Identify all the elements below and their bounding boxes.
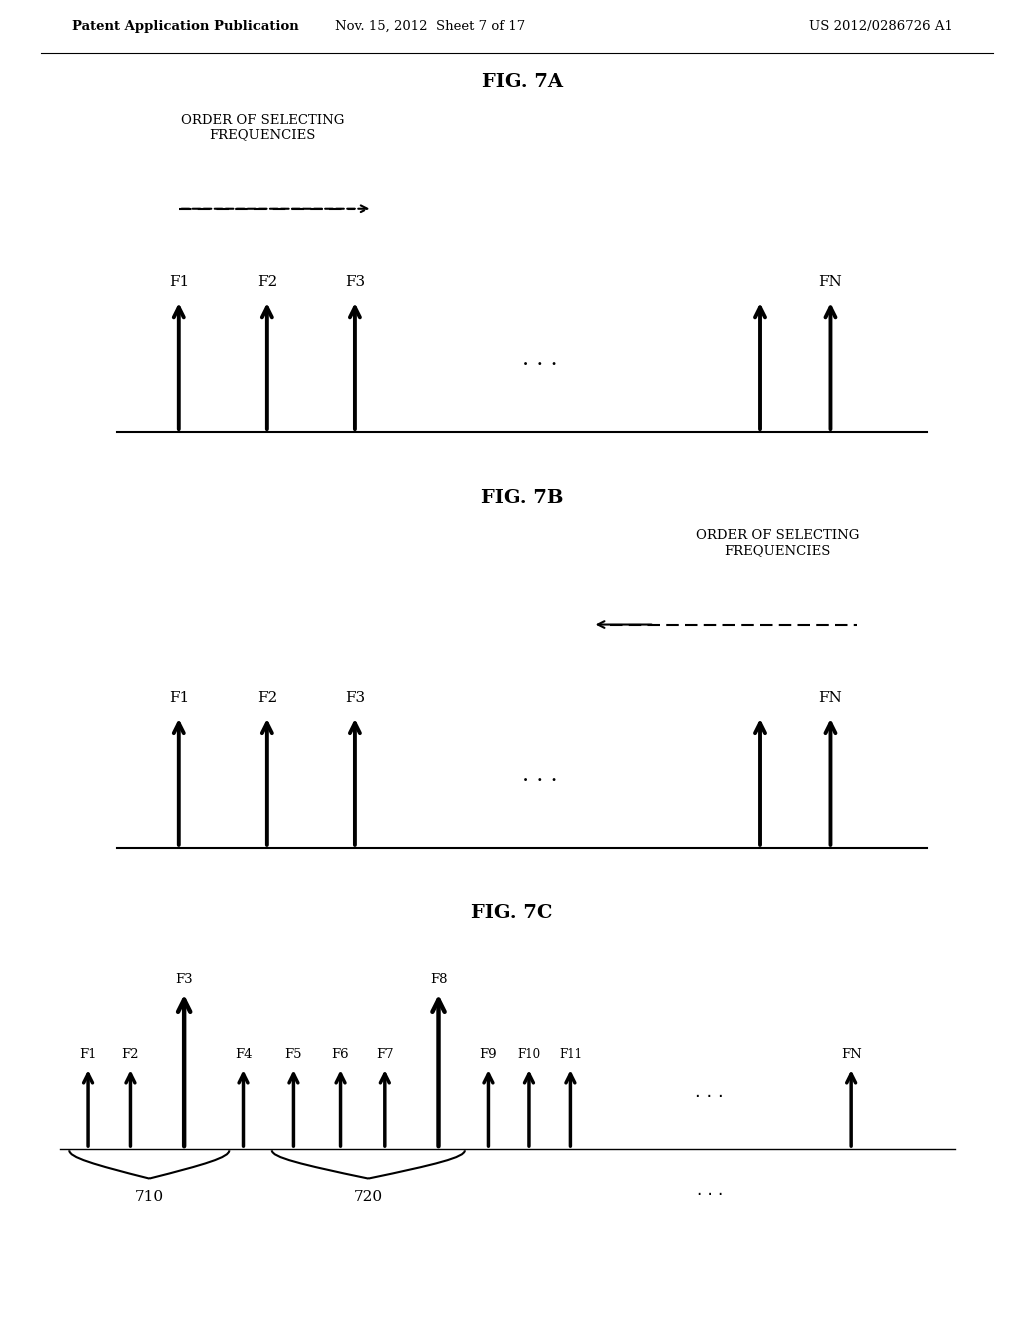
Text: F1: F1: [169, 276, 188, 289]
Text: . . .: . . .: [695, 1084, 724, 1101]
Text: F5: F5: [285, 1048, 302, 1061]
Text: . . .: . . .: [522, 763, 558, 785]
Text: ORDER OF SELECTING
FREQUENCIES: ORDER OF SELECTING FREQUENCIES: [696, 529, 859, 557]
Text: F2: F2: [257, 692, 276, 705]
Text: FIG. 7A: FIG. 7A: [481, 74, 563, 91]
Text: FN: FN: [841, 1048, 861, 1061]
Text: F1: F1: [79, 1048, 97, 1061]
Text: F3: F3: [345, 276, 365, 289]
Text: FIG. 7B: FIG. 7B: [481, 490, 563, 507]
Text: ORDER OF SELECTING
FREQUENCIES: ORDER OF SELECTING FREQUENCIES: [181, 114, 344, 141]
Text: F9: F9: [479, 1048, 498, 1061]
Text: F2: F2: [122, 1048, 139, 1061]
Text: F6: F6: [332, 1048, 349, 1061]
Text: F2: F2: [257, 276, 276, 289]
Text: 720: 720: [353, 1189, 383, 1204]
Text: F10: F10: [517, 1048, 541, 1061]
Text: FN: FN: [818, 276, 843, 289]
Text: F7: F7: [376, 1048, 393, 1061]
Text: F3: F3: [175, 973, 193, 986]
Text: . . .: . . .: [522, 347, 558, 370]
Text: F8: F8: [430, 973, 447, 986]
Text: Patent Application Publication: Patent Application Publication: [72, 20, 298, 33]
Text: 710: 710: [135, 1189, 164, 1204]
Text: F4: F4: [234, 1048, 252, 1061]
Text: FIG. 7C: FIG. 7C: [471, 904, 553, 921]
Text: . . .: . . .: [696, 1181, 723, 1199]
Text: FN: FN: [818, 692, 843, 705]
Text: F3: F3: [345, 692, 365, 705]
Text: US 2012/0286726 A1: US 2012/0286726 A1: [809, 20, 952, 33]
Text: Nov. 15, 2012  Sheet 7 of 17: Nov. 15, 2012 Sheet 7 of 17: [335, 20, 525, 33]
Text: F1: F1: [169, 692, 188, 705]
Text: F11: F11: [559, 1048, 582, 1061]
